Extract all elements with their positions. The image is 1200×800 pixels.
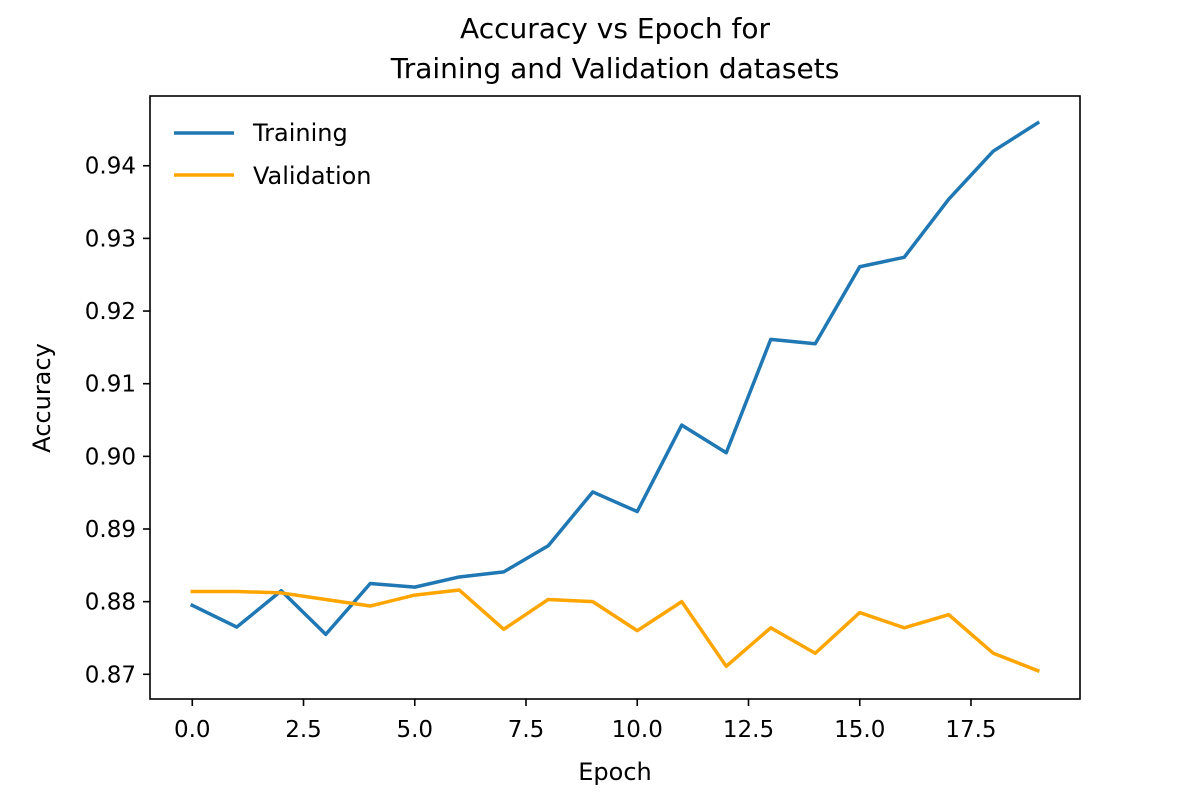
series-line-validation	[190, 588, 1040, 673]
plot-area-frame	[149, 95, 1081, 700]
x-tick-label: 10.0	[612, 717, 663, 743]
y-tick-label: 0.90	[85, 444, 136, 470]
y-axis-ticks: 0.87 0.88 0.89 0.90 0.91 0.92 0.93 0.94	[85, 154, 150, 688]
y-tick-label: 0.92	[85, 299, 136, 325]
x-tick-label: 15.0	[834, 717, 885, 743]
x-tick-label: 2.5	[285, 717, 322, 743]
y-tick-label: 0.88	[85, 590, 136, 616]
chart-title-line-1: Accuracy vs Epoch for	[460, 12, 770, 45]
series-lines	[189, 120, 1041, 673]
y-tick-label: 0.91	[85, 372, 136, 398]
y-tick-label: 0.87	[85, 662, 136, 688]
x-tick-label: 17.5	[945, 717, 996, 743]
x-tick-label: 0.0	[174, 717, 211, 743]
y-axis-label: Accuracy	[28, 343, 56, 453]
legend: Training Validation	[174, 119, 372, 190]
x-tick-label: 7.5	[508, 717, 545, 743]
series-line-training	[189, 120, 1041, 637]
y-tick-label: 0.89	[85, 517, 136, 543]
x-tick-label: 5.0	[396, 717, 433, 743]
x-axis-label: Epoch	[578, 758, 652, 786]
x-axis-ticks: 0.0 2.5 5.0 7.5 10.0 12.5 15.0 17.5	[174, 699, 997, 743]
legend-label-training: Training	[252, 119, 348, 147]
y-tick-label: 0.94	[85, 154, 136, 180]
legend-label-validation: Validation	[253, 162, 372, 190]
chart-title-line-2: Training and Validation datasets	[390, 52, 840, 85]
y-tick-label: 0.93	[85, 226, 136, 252]
x-tick-label: 12.5	[723, 717, 774, 743]
